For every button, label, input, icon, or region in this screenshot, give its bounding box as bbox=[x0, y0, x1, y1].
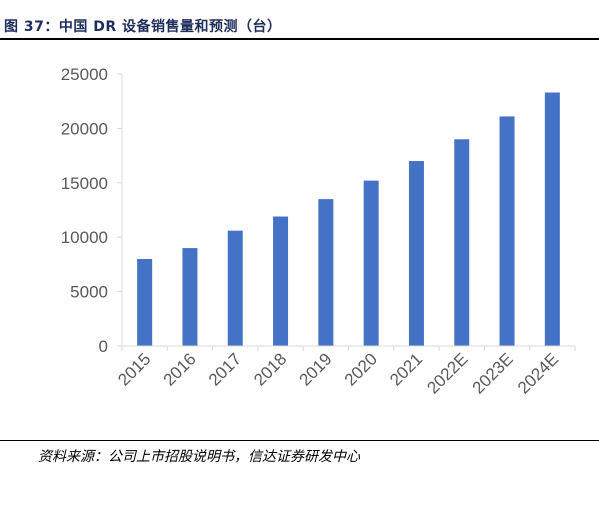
x-tick-label: 2024E bbox=[514, 349, 562, 397]
bar-2020 bbox=[363, 180, 379, 346]
bar-2023E bbox=[499, 116, 515, 346]
y-tick-label: 20000 bbox=[61, 119, 108, 138]
y-axis: 0 5000 10000 15000 20000 25000 bbox=[61, 65, 123, 356]
x-tick-label: 2023E bbox=[469, 349, 517, 397]
x-tick-label: 2021 bbox=[386, 349, 426, 389]
y-tick-label: 15000 bbox=[61, 174, 108, 193]
bar-2018 bbox=[273, 216, 289, 346]
x-tick-label: 2020 bbox=[341, 349, 381, 389]
bar-2019 bbox=[318, 199, 334, 346]
y-tick-label: 10000 bbox=[61, 228, 108, 247]
x-tick-label: 2018 bbox=[250, 349, 290, 389]
x-tick-label: 2015 bbox=[114, 349, 154, 389]
x-tick-label: 2022E bbox=[423, 349, 471, 397]
bar-2021 bbox=[408, 161, 424, 346]
source-note: 资料来源：公司上市招股说明书，信达证券研发中心 bbox=[38, 449, 360, 465]
title-divider bbox=[0, 38, 599, 40]
y-tick-label: 25000 bbox=[61, 65, 108, 84]
y-tick-label: 0 bbox=[99, 337, 108, 356]
x-tick-label: 2016 bbox=[160, 349, 200, 389]
bar-2016 bbox=[182, 248, 198, 346]
figure-title: 图 37：中国 DR 设备销售量和预测（台） bbox=[4, 19, 282, 35]
bar-2024E bbox=[544, 92, 560, 346]
x-axis: 2015 2016 2017 2018 2019 2020 20212022E2023E20… bbox=[114, 345, 576, 398]
bars-group bbox=[137, 92, 560, 346]
x-tick-label: 2019 bbox=[295, 349, 335, 389]
bar-2022E bbox=[454, 139, 470, 346]
bar-2017 bbox=[227, 230, 243, 346]
source-divider bbox=[0, 440, 599, 441]
y-tick-label: 5000 bbox=[70, 283, 108, 302]
bar-2015 bbox=[137, 258, 153, 346]
x-tick-label: 2017 bbox=[205, 349, 245, 389]
